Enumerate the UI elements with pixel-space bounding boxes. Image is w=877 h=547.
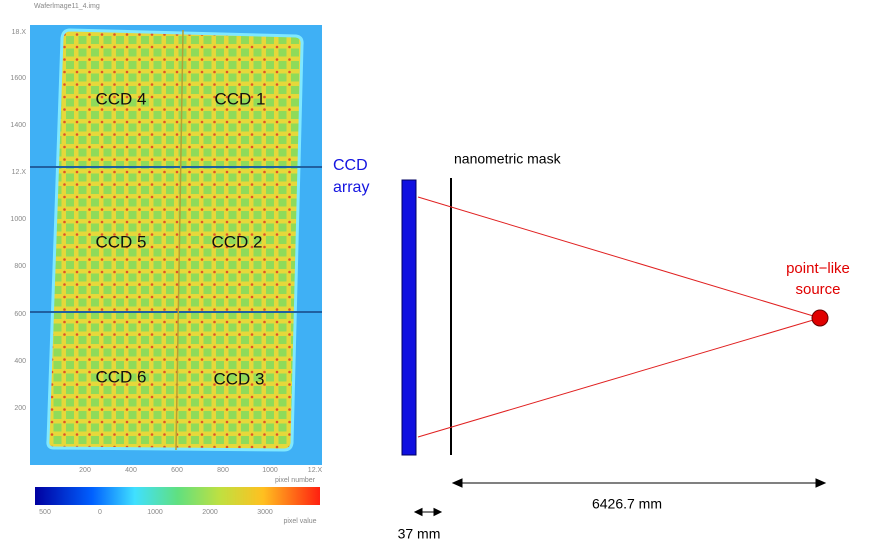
y-tick-label: 1400 bbox=[10, 122, 26, 129]
y-tick-label: 400 bbox=[14, 358, 26, 365]
y-tick-label: 1000 bbox=[10, 216, 26, 223]
source-label: source bbox=[795, 281, 840, 298]
ray bbox=[417, 317, 821, 438]
ccd-label: CCD 2 bbox=[211, 232, 262, 251]
ccd-label: CCD 3 bbox=[213, 369, 264, 388]
y-tick-label: 12.X bbox=[12, 169, 27, 176]
ccd-label: CCD 6 bbox=[95, 367, 146, 386]
y-tick-label: 200 bbox=[14, 405, 26, 412]
x-tick-label: 800 bbox=[217, 467, 229, 474]
ray bbox=[417, 196, 821, 319]
ccd-label: CCD 4 bbox=[95, 89, 146, 108]
ccd-array bbox=[401, 179, 417, 456]
arrowheads bbox=[413, 507, 443, 517]
source-label: point−like bbox=[786, 260, 850, 277]
x-axis-label: pixel number bbox=[275, 477, 316, 484]
colorbar-tick: 0 bbox=[98, 509, 102, 516]
colorbar bbox=[35, 487, 320, 505]
colorbar-tick: 2000 bbox=[202, 509, 218, 516]
x-tick-label: 12.X bbox=[308, 467, 323, 474]
y-tick-label: 1600 bbox=[10, 75, 26, 82]
mask-label: nanometric mask bbox=[454, 151, 562, 167]
wafer bbox=[46, 28, 304, 452]
gap-label: 37 mm bbox=[398, 526, 441, 542]
colorbar-tick: 500 bbox=[39, 509, 51, 516]
ccd-array-label: CCD bbox=[333, 157, 368, 174]
x-tick-label: 200 bbox=[79, 467, 91, 474]
distance-label: 6426.7 mm bbox=[592, 496, 662, 512]
x-tick-label: 400 bbox=[125, 467, 137, 474]
x-tick-label: 1000 bbox=[262, 467, 278, 474]
image-title: Waferlmage11_4.img bbox=[34, 3, 100, 10]
colorbar-tick: 1000 bbox=[147, 509, 163, 516]
y-tick-label: 18.X bbox=[12, 29, 27, 36]
source bbox=[811, 309, 829, 327]
y-tick-label: 800 bbox=[14, 263, 26, 270]
arrowheads bbox=[451, 478, 827, 488]
colorbar-tick: 3000 bbox=[257, 509, 273, 516]
ccd-array-label: array bbox=[333, 179, 369, 196]
seam bbox=[175, 29, 184, 451]
ccd-label: CCD 1 bbox=[214, 89, 265, 108]
y-tick-label: 600 bbox=[14, 311, 26, 318]
ccd-label: CCD 5 bbox=[95, 232, 146, 251]
colorbar-label: pixel value bbox=[283, 518, 316, 525]
x-tick-label: 600 bbox=[171, 467, 183, 474]
